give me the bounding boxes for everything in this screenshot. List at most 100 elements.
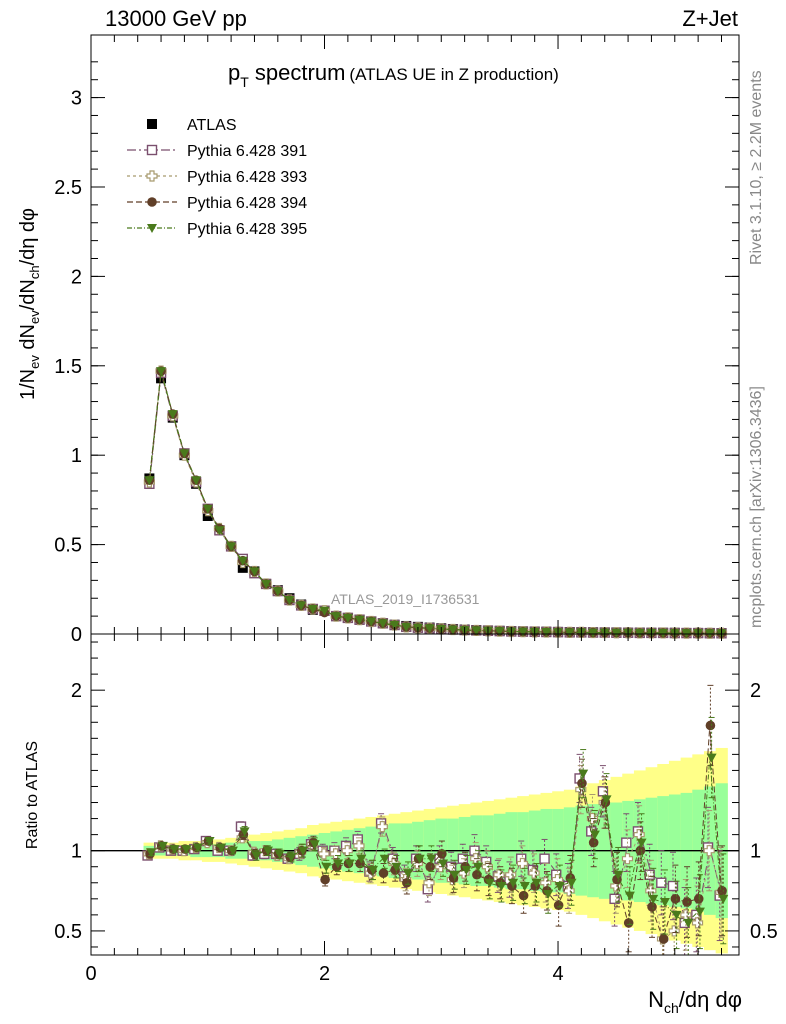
ratio-ytick-label: 0.5 (54, 921, 82, 943)
main-point (179, 449, 190, 459)
title-main: p (228, 60, 240, 85)
ratio-point (414, 854, 425, 864)
main-point (377, 619, 388, 629)
ratio-point (356, 854, 367, 864)
ratio-point (391, 862, 402, 872)
ratio-point (146, 848, 157, 858)
ratio-point (518, 890, 529, 901)
ratio-point (648, 894, 659, 904)
ratio-point (423, 877, 435, 889)
ratio-point (239, 827, 250, 837)
main-point (354, 615, 365, 625)
main-point (658, 628, 669, 638)
legend-marker (147, 224, 157, 233)
ratio-point (332, 859, 343, 869)
ratio-point (169, 845, 180, 855)
ratio-ytick-label: 1 (71, 841, 82, 863)
ratio-point (320, 874, 330, 885)
ratio-point (601, 795, 612, 805)
ratio-point (578, 769, 589, 779)
main-point (471, 626, 482, 636)
ratio-point (425, 861, 435, 872)
legend-label: Pythia 6.428 394 (187, 195, 307, 212)
title-rest: spectrum (249, 60, 346, 85)
ratio-point (426, 854, 437, 864)
ratio-point (528, 867, 540, 879)
ratio-panel: 0.5 0.5 1 1 2 2 0 2 4 Ratio to ATLAS Nch/dη dφ (24, 633, 778, 1016)
main-point (307, 604, 318, 614)
main-point (494, 627, 505, 637)
main-ytick-label: 0 (71, 624, 82, 646)
ratio-point (553, 900, 564, 911)
ratio-point (376, 821, 388, 833)
ratio-point (621, 853, 634, 865)
ratio-point (286, 853, 297, 863)
ratio-point (181, 845, 192, 855)
ratio-point (589, 830, 600, 840)
ratio-point (566, 878, 577, 888)
legend-entry-4: Pythia 6.428 395 (127, 221, 307, 238)
main-ytick-label: 2 (71, 266, 82, 288)
ratio-point (667, 880, 679, 892)
legend-marker (147, 197, 157, 207)
legend-marker (147, 119, 157, 129)
main-point (319, 606, 330, 616)
main-point (261, 579, 272, 589)
main-point (202, 504, 213, 514)
ratio-point (473, 862, 484, 872)
ratio-point (157, 841, 168, 851)
main-point (342, 613, 353, 623)
ratio-xtick-label: 2 (319, 963, 330, 985)
main-ylabel: 1/Nev dNev/dNch/dη dφ (17, 208, 42, 400)
ratio-point (621, 837, 632, 848)
ratio-point (204, 837, 215, 847)
ratio-point (588, 837, 599, 848)
ratio-xtick-label: 0 (85, 963, 96, 985)
main-point (296, 601, 307, 611)
ratio-ylabel: Ratio to ATLAS (24, 741, 41, 849)
main-point (214, 526, 225, 536)
ratio-point (519, 881, 530, 891)
main-point (331, 612, 342, 622)
ratio-point (344, 859, 355, 869)
ratio-point (472, 869, 482, 880)
ratio-point (496, 881, 507, 891)
ratio-point (227, 846, 238, 856)
main-point (284, 596, 295, 606)
main-point (156, 367, 167, 377)
main-ytick-label: 2.5 (54, 177, 82, 199)
ratio-point (484, 878, 495, 888)
main-point (447, 625, 458, 635)
ratio-point (705, 720, 716, 731)
rivet-label: Rivet 3.1.10, ≥ 2.2M events (748, 70, 765, 265)
main-point (588, 628, 599, 638)
ratio-point (318, 848, 330, 860)
main-point (167, 410, 178, 420)
ratio-point (694, 907, 705, 917)
ratio-point (624, 891, 635, 901)
ratio-point (647, 902, 657, 912)
main-point (424, 624, 435, 634)
ratio-point (531, 878, 542, 888)
main-ytick-label: 3 (71, 88, 82, 110)
ratio-point (216, 843, 227, 853)
title-sub: T (240, 74, 249, 90)
ratio-ytick-label-right: 2 (750, 680, 761, 702)
ratio-xlabel: Nch/dη dφ (648, 987, 742, 1016)
main-point (541, 628, 552, 638)
ratio-point (192, 843, 203, 853)
ratio-point (671, 910, 682, 920)
main-panel: 0 0.5 1 1.5 2 2.5 3 pT spectrum (ATLAS UE in Z … (17, 34, 740, 646)
ratio-point (577, 778, 587, 789)
main-series-line (148, 371, 722, 634)
ratio-point (321, 862, 332, 872)
main-ytick-label: 1 (71, 445, 82, 467)
ratio-ytick-label-right: 1 (750, 841, 761, 863)
mcplots-label: mcplots.cern.ch [arXiv:1306.3436] (748, 386, 765, 628)
ratio-point (706, 753, 717, 763)
legend-entry-2: Pythia 6.428 393 (127, 169, 307, 186)
ratio-point (683, 918, 694, 928)
ratio-point (368, 865, 379, 875)
ratio-point (543, 890, 554, 900)
